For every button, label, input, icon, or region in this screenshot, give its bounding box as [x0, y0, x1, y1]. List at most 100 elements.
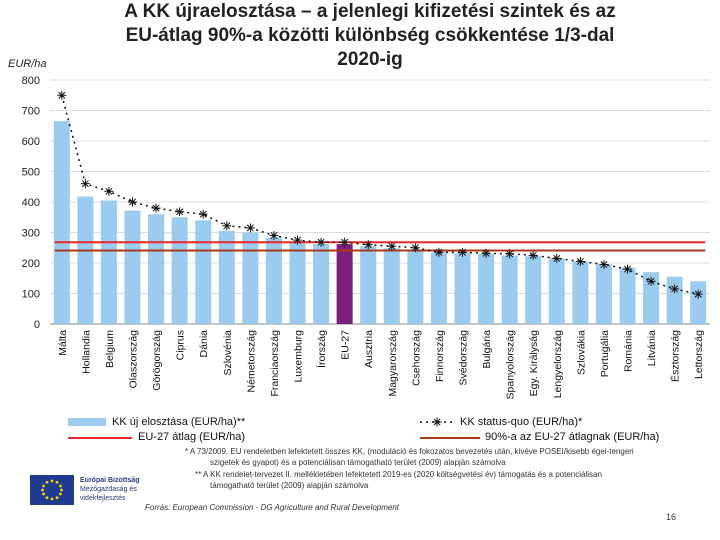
bar-Lengyelország [548, 258, 565, 324]
status-quo-point-Lettország [693, 289, 703, 299]
bar-Bulgária [478, 253, 495, 324]
bar-Románia [619, 267, 636, 324]
x-tick-label: Lettország [693, 330, 705, 379]
bar-Málta [53, 121, 70, 324]
eu-logo-line1: Európai Bizottság [80, 477, 140, 484]
bar-Litvánia [643, 272, 660, 324]
x-tick-label: Bulgária [481, 330, 493, 369]
y-tick-label: 800 [22, 75, 40, 87]
legend-bars-swatch [68, 418, 106, 426]
title-line-2: EU-átlag 90%-a közötti különbség csökken… [125, 25, 615, 46]
x-tick-label: Dánia [198, 330, 210, 358]
legend-statusquo-star [432, 417, 442, 427]
x-tick-label: Csehország [410, 330, 422, 386]
status-quo-point-Olaszország [128, 197, 137, 207]
x-tick-label: Franciaország [269, 330, 281, 397]
bar-Ciprus [171, 217, 188, 324]
eu-logo-line2: Mezőgazdaság és [80, 486, 137, 493]
status-quo-point-Luxemburg [293, 235, 302, 245]
status-quo-point-Portugália [599, 260, 609, 270]
legend-bars-label: KK új elosztása (EUR/ha)** [112, 416, 246, 428]
status-quo-point-Írország [316, 237, 326, 247]
eu-flag-icon [30, 475, 74, 505]
status-quo-point-Szlovénia [222, 221, 232, 231]
bar-Finnország [430, 252, 447, 324]
status-quo-point-Ausztria [363, 240, 373, 250]
status-quo-point-Németország [245, 223, 255, 233]
status-quo-point-Görögország [151, 203, 161, 213]
x-tick-label: Hollandia [80, 330, 92, 374]
x-tick-label: Görögország [151, 330, 163, 391]
eu-logo-line3: vidékfejlesztés [80, 495, 126, 502]
x-tick-label: Szlovénia [222, 330, 234, 376]
bar-Magyarország [383, 248, 400, 324]
bar-Szlovákia [572, 261, 589, 324]
x-tick-label: Magyarország [387, 330, 399, 397]
eu-logo-text: Európai Bizottság Mezőgazdaság és vidékf… [80, 476, 140, 503]
status-quo-point-Egy. Királyság [528, 250, 538, 260]
x-tick-label: Románia [623, 330, 635, 372]
legend-statusquo-label: KK status-quo (EUR/ha)* [460, 416, 583, 428]
status-quo-point-Svédország [458, 247, 467, 257]
bar-Hollandia [77, 196, 94, 324]
bar-Dánia [195, 220, 212, 324]
x-tick-label: Ausztria [363, 330, 375, 368]
y-tick-label: 100 [22, 289, 40, 301]
bar-Olaszország [124, 210, 141, 324]
status-quo-point-Lengyelország [552, 253, 562, 263]
footnote-2: ** A KK rendelet-tervezet II. mellékleté… [195, 470, 602, 479]
bar-Svédország [454, 253, 471, 324]
x-tick-label: Málta [57, 330, 69, 356]
y-tick-label: 600 [22, 136, 40, 148]
y-tick-label: 0 [34, 319, 40, 331]
status-quo-point-Bulgária [481, 248, 491, 258]
bar-Lettország [690, 281, 707, 324]
legend-avg-label: EU-27 átlag (EUR/ha) [138, 431, 245, 443]
bar-Egy. Királyság [525, 256, 542, 324]
x-tick-label: Írország [315, 330, 328, 368]
page-number: 16 [666, 512, 677, 522]
status-quo-point-EU-27 [340, 237, 350, 247]
source-note: Forrás: European Commission - DG Agricul… [145, 503, 400, 512]
status-quo-point-Spanyolország [505, 249, 515, 259]
footnote-1b: szigetek és gyapot) és a potenciálisan t… [210, 458, 506, 467]
x-tick-label: Spanyolország [505, 330, 517, 400]
x-tick-label: Lengyelország [552, 330, 564, 398]
bar-EU-27 [336, 244, 353, 324]
title-line-3: 2020-ig [337, 49, 403, 70]
y-axis-label: EUR/ha [8, 58, 47, 70]
bar-Írország [313, 244, 330, 324]
bar-Ausztria [360, 246, 377, 324]
status-quo-point-Hollandia [80, 179, 90, 189]
status-quo-point-Szlovákia [575, 256, 585, 266]
bar-Németország [242, 232, 259, 324]
x-tick-label: Németország [245, 330, 257, 393]
footnote-2b: támogatható terület (2009) alapján számo… [210, 481, 369, 490]
bar-Görögország [148, 214, 165, 324]
x-tick-label: Litvánia [646, 330, 658, 366]
status-quo-point-Magyarország [387, 241, 397, 251]
status-quo-point-Belgium [104, 186, 114, 196]
status-quo-point-Finnország [434, 247, 444, 257]
status-quo-point-Ciprus [175, 207, 185, 217]
bar-Franciaország [265, 237, 282, 324]
status-quo-point-Málta [57, 90, 67, 100]
x-tick-label: Luxemburg [293, 330, 305, 383]
x-tick-label: Svédország [458, 330, 470, 386]
y-tick-label: 500 [22, 167, 40, 179]
bar-Luxemburg [289, 241, 306, 324]
page-title: A KK újraelosztása – a jelenlegi kifizet… [30, 0, 710, 72]
y-tick-label: 700 [22, 106, 40, 118]
bar-Spanyolország [501, 255, 518, 324]
y-tick-label: 300 [22, 228, 40, 240]
x-tick-label: Olaszország [128, 330, 140, 389]
status-quo-point-Franciaország [269, 231, 279, 241]
x-tick-label: Finnország [434, 330, 446, 382]
x-tick-label: Szlovákia [575, 330, 587, 375]
x-tick-label: EU-27 [340, 330, 352, 360]
status-quo-point-Dánia [198, 209, 208, 219]
legend-target-label: 90%-a az EU-27 átlagnak (EUR/ha) [485, 431, 660, 443]
x-tick-label: Portugália [599, 330, 611, 377]
bar-Észtország [666, 276, 683, 324]
